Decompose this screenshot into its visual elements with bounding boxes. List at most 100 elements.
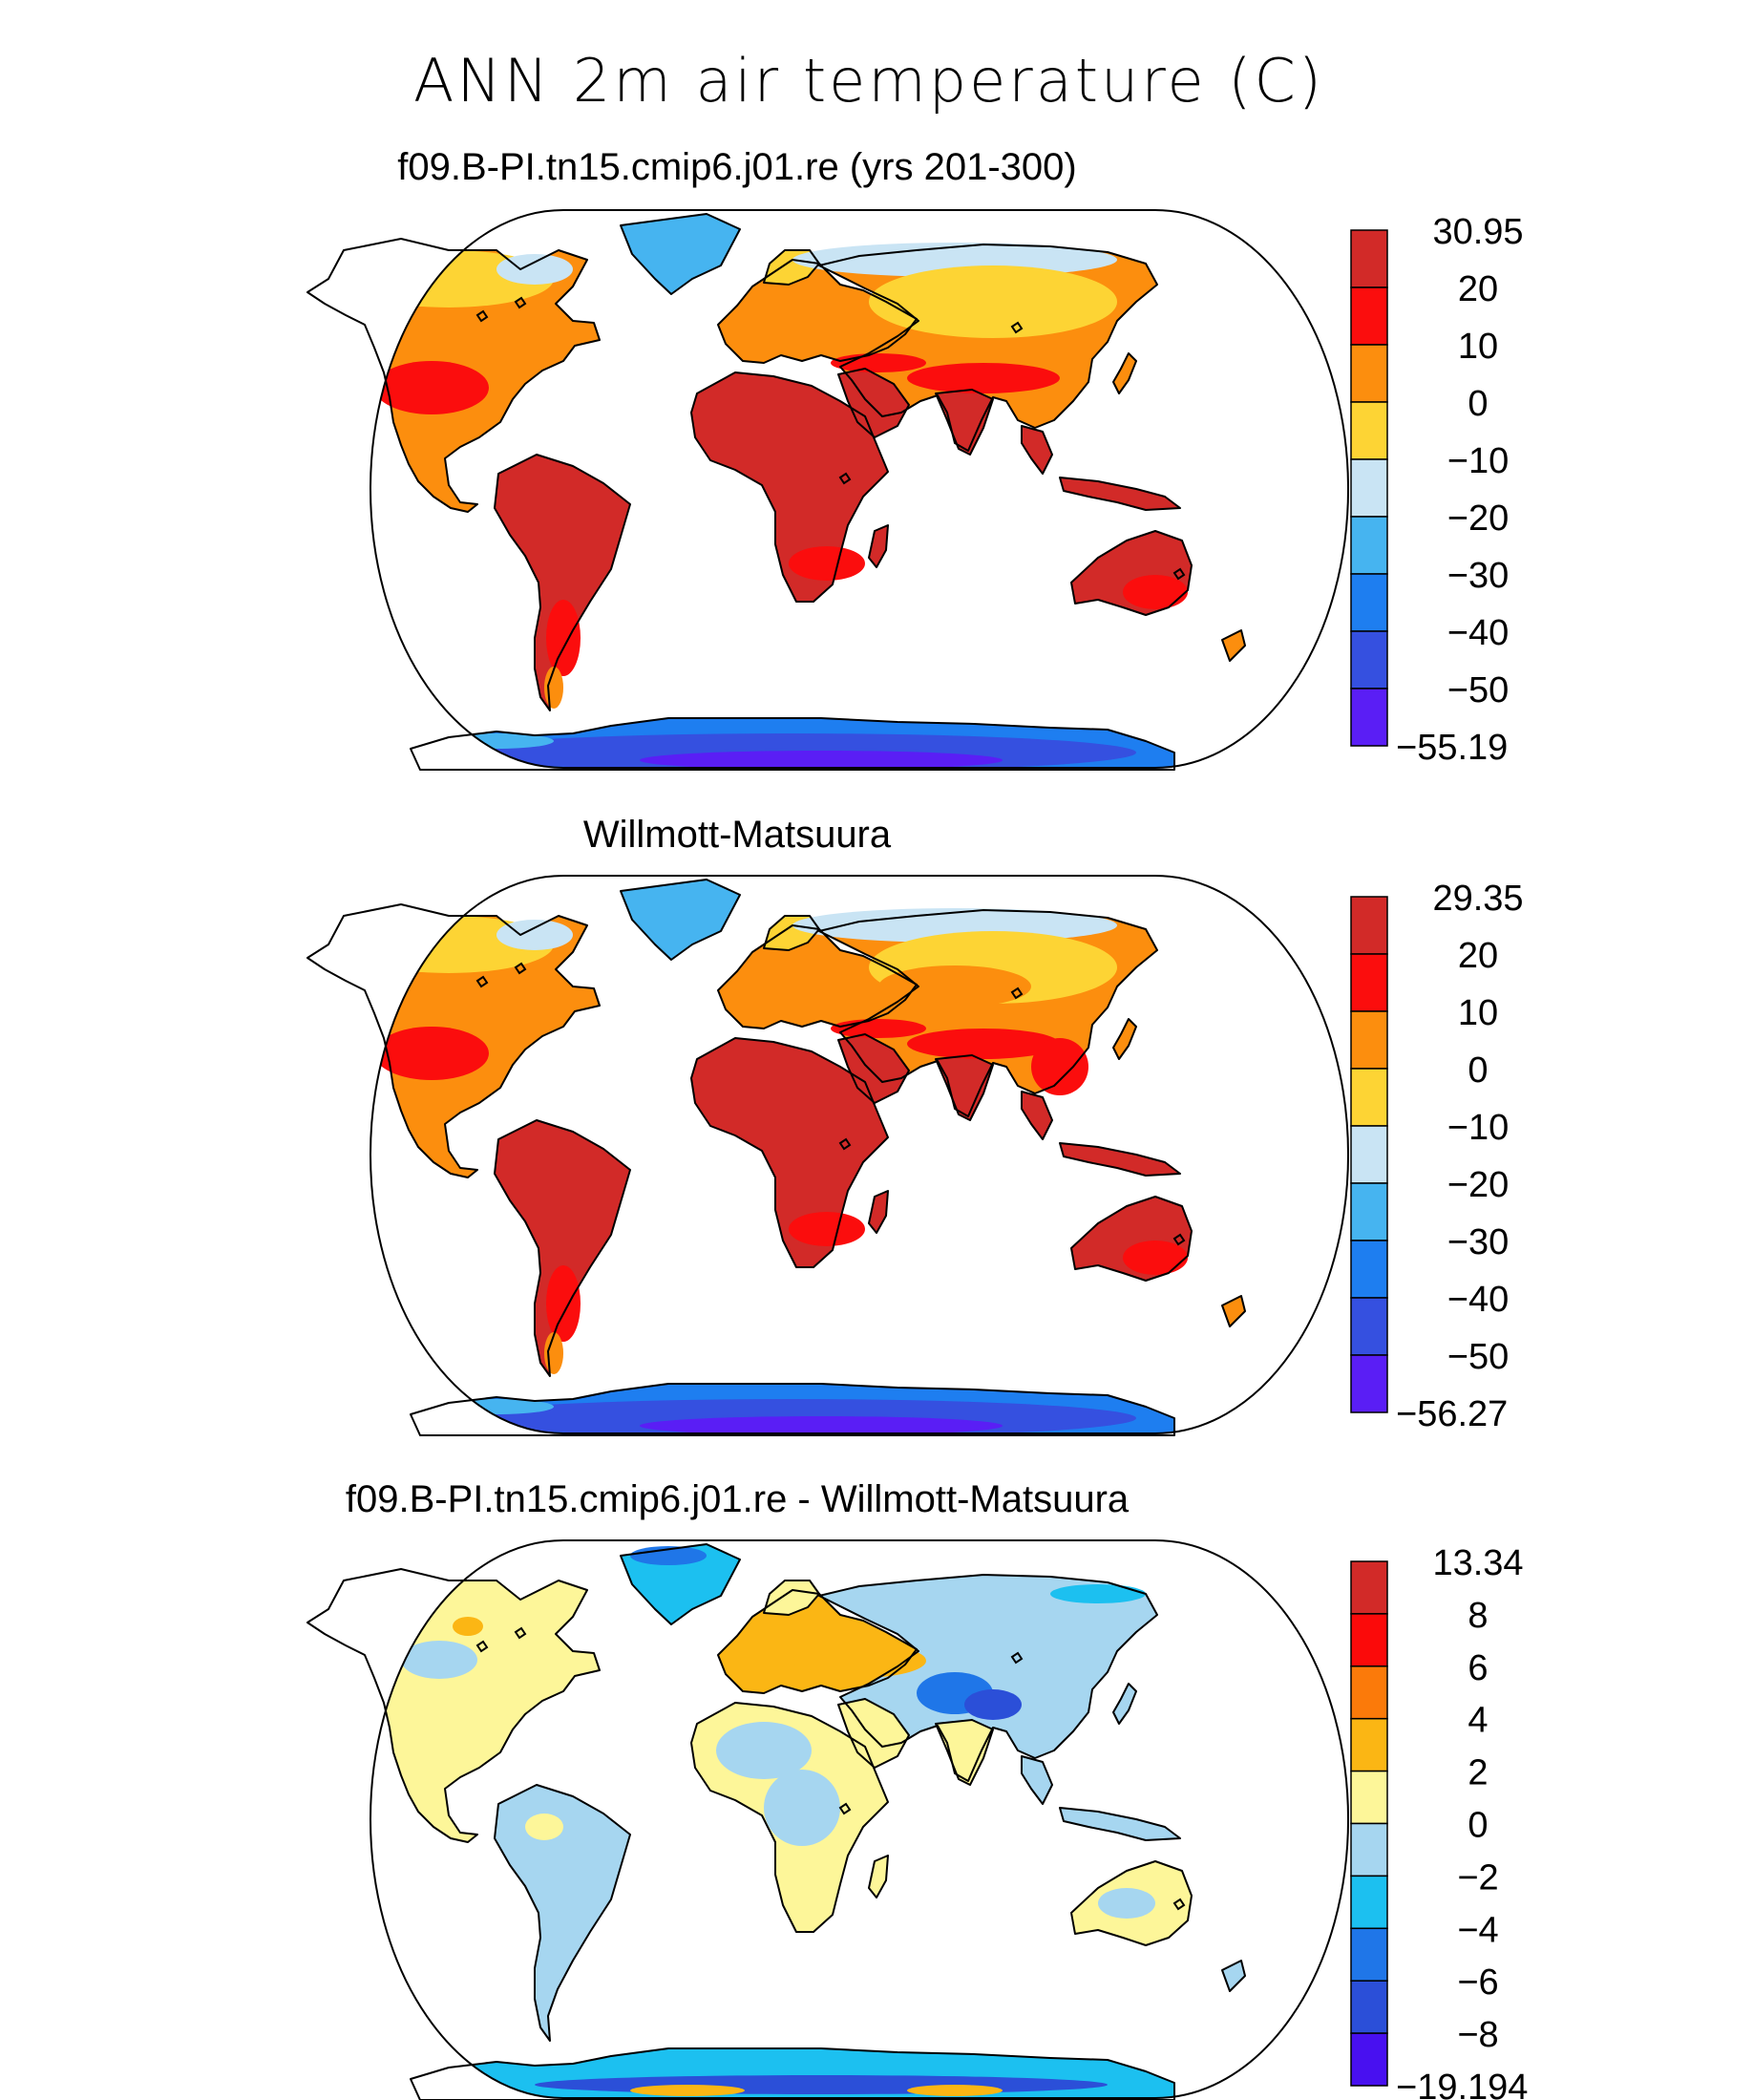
coastline-japan	[1112, 352, 1137, 394]
colorbar-box	[1350, 286, 1388, 346]
colorbar-box	[1350, 1875, 1388, 1930]
colorbar-box	[1350, 1297, 1388, 1356]
coastline-japan	[1112, 1683, 1137, 1725]
colorbar-label: 6	[1468, 1648, 1488, 1688]
field-region	[936, 1720, 993, 1785]
field-region	[1113, 1684, 1136, 1724]
colorbar-label: 20	[1458, 936, 1498, 976]
coastline-nz	[1221, 1295, 1246, 1327]
coastline-japan	[1112, 1018, 1137, 1060]
field-region	[535, 1836, 592, 1894]
field-region	[869, 265, 1117, 338]
map-fill-diff	[370, 1544, 1245, 2098]
colorbar-box	[1350, 1770, 1388, 1825]
lake-outline	[475, 1640, 489, 1653]
map-obs	[306, 875, 1349, 1436]
field-region	[716, 1722, 812, 1779]
lake-outline	[1010, 986, 1024, 1000]
colorbar-box	[1350, 344, 1388, 403]
colorbar-label: 10	[1458, 993, 1498, 1033]
colorbar-label: −20	[1447, 1165, 1509, 1205]
map-border	[370, 209, 1349, 769]
coastline-namerica	[306, 903, 601, 1178]
field-region	[495, 455, 630, 711]
colorbar-label: 0	[1468, 1806, 1488, 1846]
colorbar-box	[1350, 1613, 1388, 1667]
colorbar-box	[1350, 1927, 1388, 1982]
coastline-india	[935, 1719, 994, 1786]
colorbar-box	[1350, 1182, 1388, 1241]
colorbar-label: −10	[1447, 1108, 1509, 1148]
field-region	[1113, 1019, 1136, 1059]
field-region	[374, 361, 489, 414]
colorbar-label: −4	[1457, 1910, 1498, 1950]
coastline-madagascar	[868, 524, 889, 568]
colorbar-label: −2	[1457, 1857, 1498, 1898]
field-region	[544, 667, 563, 709]
coastline-asia	[818, 909, 1158, 1117]
field-region	[1050, 1584, 1146, 1603]
colorbar-box	[1350, 1980, 1388, 2034]
field-region	[831, 353, 926, 372]
colorbar-box	[1350, 229, 1388, 288]
field-region	[1060, 477, 1180, 510]
field-region	[964, 1689, 1022, 1720]
coastline-madagascar	[868, 1855, 889, 1898]
colorbar-label: −19.194	[1396, 2068, 1528, 2100]
coastline-namerica	[306, 238, 601, 513]
field-region	[495, 1120, 630, 1376]
coastline-australia	[1070, 530, 1193, 616]
colorbar-box	[1350, 896, 1388, 955]
field-region	[401, 1641, 477, 1679]
lake-outline	[1010, 321, 1024, 334]
coastline-asia	[818, 244, 1158, 452]
panel-diff: f09.B-PI.tn15.cmip6.j01.re - Willmott-Ma…	[306, 1478, 1528, 2100]
lake-outline	[475, 975, 489, 988]
colorbar-box	[1350, 573, 1388, 632]
coastline-scandinavia	[763, 1580, 820, 1616]
map-fill-obs	[370, 880, 1245, 1433]
colorbar-box	[1350, 1717, 1388, 1772]
field-region	[1031, 1038, 1088, 1095]
colorbar-box	[1350, 1240, 1388, 1299]
panel-title: Willmott-Matsuura	[583, 814, 892, 856]
colorbar-label: −30	[1447, 556, 1509, 596]
field-region	[907, 363, 1060, 393]
colorbar-label: 0	[1468, 384, 1488, 424]
map-diff	[306, 1539, 1349, 2100]
map-model	[306, 209, 1349, 771]
colorbar-label: 10	[1458, 327, 1498, 367]
field-region	[621, 1544, 740, 1624]
field-region	[907, 1029, 1060, 1059]
colorbar-label: 20	[1458, 269, 1498, 309]
colorbar-label: −30	[1447, 1222, 1509, 1262]
lake-outline	[1172, 567, 1186, 581]
colorbar-box	[1350, 688, 1388, 747]
coastline-africa	[690, 1037, 889, 1268]
field-region	[878, 965, 1031, 1008]
colorbar-box	[1350, 1354, 1388, 1413]
coastlines	[306, 879, 1246, 1436]
colorbar-box	[1350, 1068, 1388, 1127]
field-region	[630, 2085, 745, 2096]
coastline-namerica	[306, 1568, 601, 1843]
coastline-samerica	[494, 1119, 631, 1377]
field-region	[495, 1785, 630, 2041]
map-fill-model	[370, 214, 1245, 768]
field-region	[831, 1019, 926, 1038]
colorbar-diff: 13.34 8 6 4 2 0 −2 −4 −6 −8 −19.194	[1350, 1543, 1528, 2100]
colorbar-label: −10	[1447, 441, 1509, 481]
field-region	[936, 390, 993, 455]
field-region	[789, 1212, 865, 1246]
lake-outline	[838, 1802, 852, 1815]
field-region	[621, 214, 740, 294]
coastline-australia	[1070, 1196, 1193, 1282]
figure-title: ANN 2m air temperature (C)	[413, 46, 1324, 116]
colorbar-label: 0	[1468, 1050, 1488, 1091]
colorbar-box	[1350, 401, 1388, 460]
coastline-indonesia	[1059, 477, 1181, 511]
colorbar-box	[1350, 630, 1388, 689]
colorbar-label: 4	[1468, 1701, 1488, 1741]
field-region	[640, 751, 1003, 768]
coastline-antarctica	[410, 2047, 1175, 2100]
